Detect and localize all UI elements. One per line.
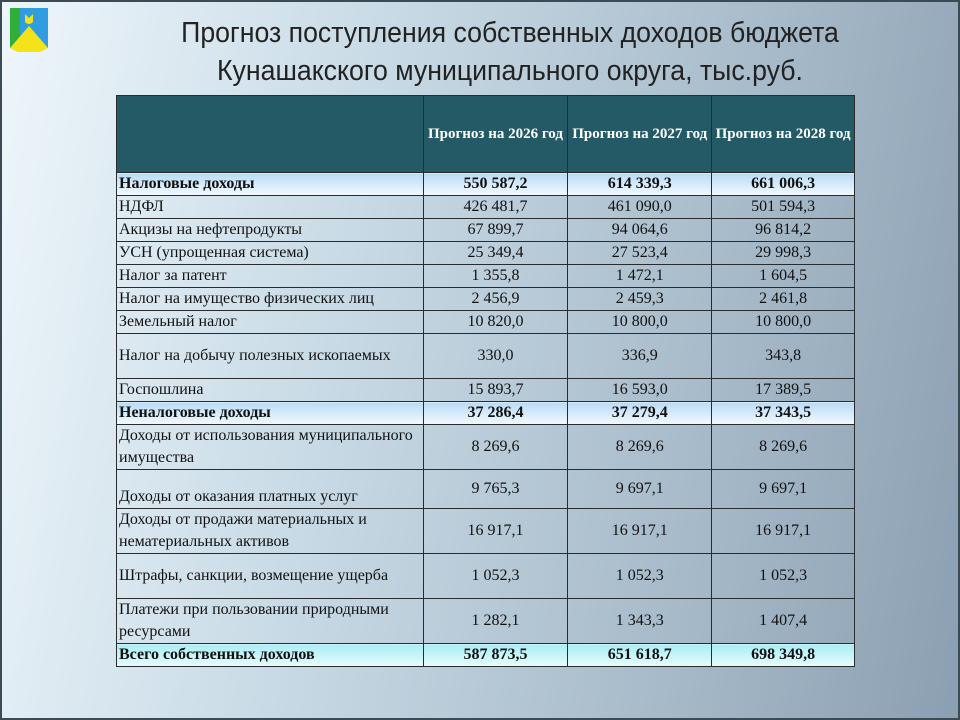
value-2027: 10 800,0 bbox=[567, 310, 713, 334]
value-2027: 461 090,0 bbox=[567, 195, 713, 219]
table-row: Доходы от использования муниципального и… bbox=[116, 424, 855, 470]
value-2026: 587 873,5 bbox=[422, 643, 569, 667]
value-2026: 67 899,7 bbox=[422, 218, 569, 242]
table-row: УСН (упрощенная система) 25 349,4 27 523,4… bbox=[116, 241, 855, 265]
value-2028: 17 389,5 bbox=[711, 378, 855, 402]
value-2027: 336,9 bbox=[567, 333, 713, 379]
coat-of-arms-logo bbox=[10, 8, 48, 52]
row-label: Доходы от использования муниципального и… bbox=[116, 424, 424, 470]
value-2028: 1 407,4 bbox=[711, 598, 855, 644]
value-2026: 16 917,1 bbox=[422, 508, 569, 554]
table-row: Платежи при пользовании природными ресур… bbox=[116, 598, 855, 644]
table-row: Налог за патент 1 355,8 1 472,1 1 604,5 bbox=[116, 264, 855, 288]
slide-title: Прогноз поступления собственных доходов … bbox=[142, 14, 878, 90]
table-row: Земельный налог 10 820,0 10 800,0 10 800,0 bbox=[116, 310, 855, 334]
table-header-row: Прогноз на 2026 год Прогноз на 2027 год … bbox=[116, 95, 855, 173]
value-2028: 343,8 bbox=[711, 333, 855, 379]
value-2027: 16 917,1 bbox=[567, 508, 713, 554]
revenue-forecast-table: Прогноз на 2026 год Прогноз на 2027 год … bbox=[116, 95, 855, 667]
value-2028: 8 269,6 bbox=[711, 424, 855, 470]
value-2028: 16 917,1 bbox=[711, 508, 855, 554]
value-2027: 27 523,4 bbox=[567, 241, 713, 265]
value-2026: 9 765,3 bbox=[422, 469, 569, 509]
row-label: Налог за патент bbox=[116, 264, 424, 288]
table-row: Налог на добычу полезных ископаемых 330,0… bbox=[116, 333, 855, 379]
value-2028: 2 461,8 bbox=[711, 287, 855, 311]
value-2026: 330,0 bbox=[422, 333, 569, 379]
value-2027: 1 472,1 bbox=[567, 264, 713, 288]
title-line-1: Прогноз поступления собственных доходов … bbox=[181, 17, 839, 49]
value-2028: 9 697,1 bbox=[711, 469, 855, 509]
table-row: Доходы от продажи материальных и нематер… bbox=[116, 508, 855, 554]
value-2028: 1 052,3 bbox=[711, 553, 855, 599]
row-label: УСН (упрощенная система) bbox=[116, 241, 424, 265]
row-label: Неналоговые доходы bbox=[116, 401, 424, 425]
value-2026: 10 820,0 bbox=[422, 310, 569, 334]
value-2026: 550 587,2 bbox=[422, 172, 569, 196]
value-2028: 37 343,5 bbox=[711, 401, 855, 425]
value-2026: 37 286,4 bbox=[422, 401, 569, 425]
table-row: Неналоговые доходы 37 286,4 37 279,4 37 343… bbox=[116, 401, 855, 425]
value-2026: 1 052,3 bbox=[422, 553, 569, 599]
value-2028: 698 349,8 bbox=[711, 643, 855, 667]
table-row: Госпошлина 15 893,7 16 593,0 17 389,5 bbox=[116, 378, 855, 402]
table-row: Налог на имущество физических лиц 2 456,9… bbox=[116, 287, 855, 311]
table-row: Штрафы, санкции, возмещение ущерба 1 052,… bbox=[116, 553, 855, 599]
value-2027: 16 593,0 bbox=[567, 378, 713, 402]
value-2028: 1 604,5 bbox=[711, 264, 855, 288]
value-2027: 651 618,7 bbox=[567, 643, 713, 667]
value-2026: 2 456,9 bbox=[422, 287, 569, 311]
header-2027: Прогноз на 2027 год bbox=[567, 95, 713, 173]
value-2026: 15 893,7 bbox=[422, 378, 569, 402]
table-row: Доходы от оказания платных услуг 9 765,3 9… bbox=[116, 469, 855, 509]
row-label: Доходы от оказания платных услуг bbox=[116, 469, 424, 509]
value-2027: 9 697,1 bbox=[567, 469, 713, 509]
table-row: Акцизы на нефтепродукты 67 899,7 94 064,6 9… bbox=[116, 218, 855, 242]
table-row: Всего собственных доходов 587 873,5 651 61… bbox=[116, 643, 855, 667]
row-label: Штрафы, санкции, возмещение ущерба bbox=[116, 553, 424, 599]
value-2028: 501 594,3 bbox=[711, 195, 855, 219]
row-label: Налоговые доходы bbox=[116, 172, 424, 196]
row-label: Налог на имущество физических лиц bbox=[116, 287, 424, 311]
table-row: Налоговые доходы 550 587,2 614 339,3 661 00… bbox=[116, 172, 855, 196]
row-label: Платежи при пользовании природными ресур… bbox=[116, 598, 424, 644]
row-label: Акцизы на нефтепродукты bbox=[116, 218, 424, 242]
row-label: Всего собственных доходов bbox=[116, 643, 424, 667]
value-2028: 29 998,3 bbox=[711, 241, 855, 265]
value-2026: 8 269,6 bbox=[422, 424, 569, 470]
table-row: НДФЛ 426 481,7 461 090,0 501 594,3 bbox=[116, 195, 855, 219]
header-2028: Прогноз на 2028 год bbox=[711, 95, 855, 173]
row-label: НДФЛ bbox=[116, 195, 424, 219]
value-2027: 8 269,6 bbox=[567, 424, 713, 470]
row-label: Госпошлина bbox=[116, 378, 424, 402]
value-2026: 426 481,7 bbox=[422, 195, 569, 219]
value-2027: 614 339,3 bbox=[567, 172, 713, 196]
row-label: Земельный налог bbox=[116, 310, 424, 334]
header-2026: Прогноз на 2026 год bbox=[422, 95, 569, 173]
value-2027: 2 459,3 bbox=[567, 287, 713, 311]
header-label bbox=[116, 95, 424, 173]
value-2026: 1 282,1 bbox=[422, 598, 569, 644]
value-2028: 10 800,0 bbox=[711, 310, 855, 334]
value-2028: 661 006,3 bbox=[711, 172, 855, 196]
value-2027: 1 343,3 bbox=[567, 598, 713, 644]
title-line-2: Кунашакского муниципального округа, тыс.… bbox=[217, 55, 803, 87]
value-2026: 1 355,8 bbox=[422, 264, 569, 288]
value-2028: 96 814,2 bbox=[711, 218, 855, 242]
value-2027: 1 052,3 bbox=[567, 553, 713, 599]
row-label: Налог на добычу полезных ископаемых bbox=[116, 333, 424, 379]
value-2026: 25 349,4 bbox=[422, 241, 569, 265]
row-label: Доходы от продажи материальных и нематер… bbox=[116, 508, 424, 554]
value-2027: 37 279,4 bbox=[567, 401, 713, 425]
value-2027: 94 064,6 bbox=[567, 218, 713, 242]
